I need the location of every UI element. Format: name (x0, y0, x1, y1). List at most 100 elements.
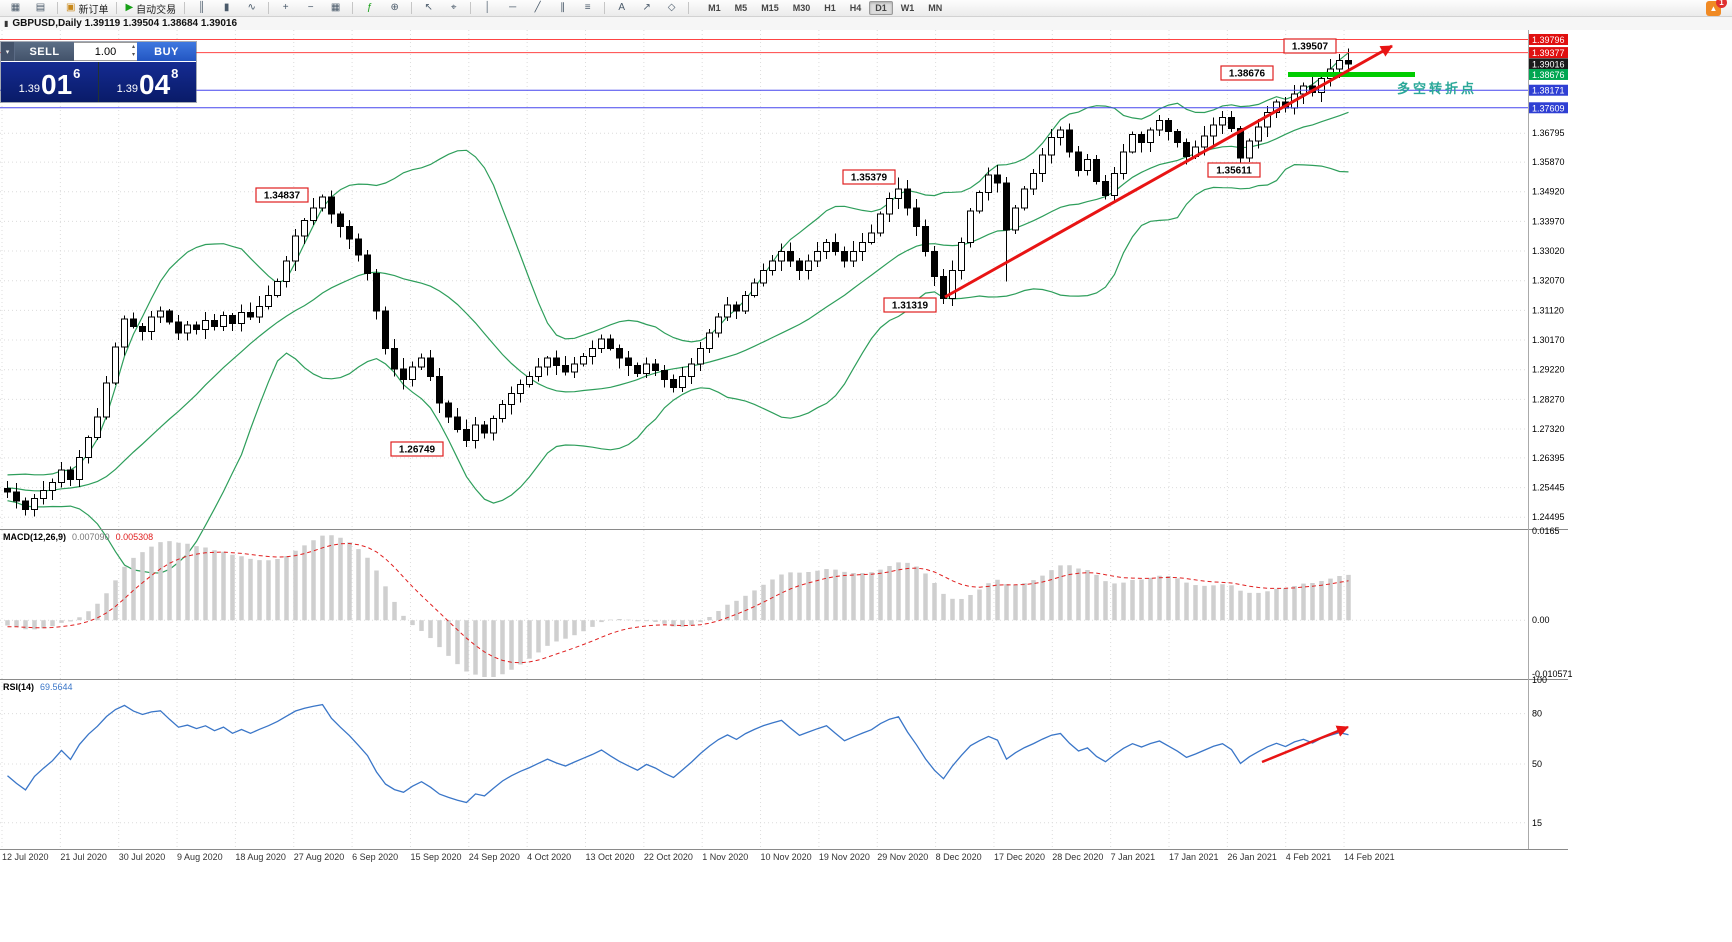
volume-value: 1.00 (94, 45, 117, 58)
autotrade-button-label: 自动交易 (136, 4, 177, 16)
buy-price-tile[interactable]: 1.39 04 8 (99, 62, 196, 102)
tile-windows-icon[interactable]: ▦ (323, 0, 348, 17)
svg-text:13 Oct 2020: 13 Oct 2020 (586, 852, 635, 862)
channel-icon[interactable]: ∥ (550, 0, 575, 17)
svg-text:4 Feb 2021: 4 Feb 2021 (1286, 852, 1332, 862)
horizontal-line-icon[interactable]: ─ (500, 0, 525, 17)
trade-panel-prices: 1.39 01 6 1.39 04 8 (1, 62, 196, 102)
notification-icon[interactable]: ▲ 1 (1706, 0, 1727, 16)
rsi-arrow[interactable] (1261, 725, 1349, 764)
trade-panel-collapse-button[interactable]: ▾ (1, 42, 15, 61)
rsi-panel: 100 80 50 15 RSI(14) 69.5644 (3, 675, 1547, 828)
arrows-icon[interactable]: ↗ (634, 0, 659, 17)
shapes-icon[interactable]: ◇ (659, 0, 684, 17)
indicators-icon-glyph: ƒ (366, 2, 373, 13)
svg-text:0.00: 0.00 (1532, 615, 1550, 625)
cursor-icon[interactable]: ↖ (416, 0, 441, 17)
svg-text:1.29220: 1.29220 (1532, 365, 1565, 375)
svg-text:12 Jul 2020: 12 Jul 2020 (2, 852, 49, 862)
macd-label: MACD(12,26,9) 0.007090 0.005308 (3, 532, 153, 542)
timeframe-mn[interactable]: MN (928, 3, 943, 13)
new-chart-icon[interactable]: ▦ (3, 0, 28, 17)
svg-text:1.39377: 1.39377 (1532, 48, 1565, 58)
fibonacci-icon[interactable]: ≡ (575, 0, 600, 17)
one-click-trading-panel: ▾ SELL 1.00 ▴ ▾ BUY 1.39 01 6 1.39 04 8 (0, 41, 197, 103)
timeframe-m30[interactable]: M30 (792, 3, 811, 13)
zoom-out-icon[interactable]: − (298, 0, 323, 17)
spin-up-icon[interactable]: ▴ (131, 44, 135, 50)
timeframe-w1[interactable]: W1 (900, 3, 915, 13)
svg-text:24 Sep 2020: 24 Sep 2020 (469, 852, 520, 862)
svg-text:1.37609: 1.37609 (1532, 103, 1565, 113)
svg-text:0.0165: 0.0165 (1532, 526, 1560, 536)
zoom-in-icon[interactable]: + (273, 0, 298, 17)
timeframe-m1[interactable]: M1 (708, 3, 721, 13)
svg-text:26 Jan 2021: 26 Jan 2021 (1227, 852, 1277, 862)
main-toolbar: ▦ ▤ ▣ 新订单 ▶ 自动交易 ║ ▮ ∿ + − ▦ ƒ ⊕ ↖ ⌖ │ ─ ╱ ∥ ≡ A ↗ ◇ M1 M5 M15 M30 H… (0, 0, 1732, 17)
profile-icon[interactable]: ▤ (28, 0, 53, 17)
svg-text:1.26749: 1.26749 (399, 445, 436, 456)
text-label-icon-glyph: A (618, 2, 625, 13)
volume-input[interactable]: 1.00 ▴ ▾ (74, 42, 137, 61)
svg-text:30 Jul 2020: 30 Jul 2020 (119, 852, 166, 862)
timeframe-group: M1 M5 M15 M30 H1 H4 D1 W1 MN (701, 1, 949, 15)
buy-button[interactable]: BUY (137, 42, 196, 61)
spin-down-icon[interactable]: ▾ (131, 52, 135, 58)
svg-text:28 Dec 2020: 28 Dec 2020 (1052, 852, 1103, 862)
cn-annotation: 多空转折点 (1397, 81, 1477, 96)
rsi-label: RSI(14) 69.5644 (3, 682, 73, 692)
bar-chart-icon[interactable]: ║ (189, 0, 214, 17)
buy-price-pips: 04 (139, 69, 171, 100)
svg-text:10 Nov 2020: 10 Nov 2020 (761, 852, 812, 862)
sell-price-tile[interactable]: 1.39 01 6 (1, 62, 98, 102)
sell-button[interactable]: SELL (15, 42, 74, 61)
svg-text:1.38171: 1.38171 (1532, 86, 1565, 96)
timeframe-d1[interactable]: D1 (869, 1, 893, 15)
panel-separators (0, 30, 1568, 850)
candlestick-chart-icon[interactable]: ▮ (214, 0, 239, 17)
zoom-in-icon-glyph: + (282, 2, 289, 13)
indicators-icon[interactable]: ƒ (357, 0, 382, 17)
trendline-icon-glyph: ╱ (534, 2, 541, 13)
timeframe-h4[interactable]: H4 (849, 3, 862, 13)
crosshair-icon[interactable]: ⌖ (441, 0, 466, 17)
svg-text:15: 15 (1532, 818, 1542, 828)
autotrade-button[interactable]: ▶ 自动交易 (121, 0, 180, 17)
chart-title-bar: ▮ GBPUSD,Daily 1.39119 1.39504 1.38684 1… (0, 17, 1732, 30)
chart-title: GBPUSD,Daily 1.39119 1.39504 1.38684 1.3… (12, 18, 238, 29)
crosshair-icon-glyph: ⌖ (450, 2, 457, 13)
svg-text:1.32070: 1.32070 (1532, 276, 1565, 286)
svg-text:1 Nov 2020: 1 Nov 2020 (702, 852, 748, 862)
vertical-line-icon-glyph: │ (484, 2, 491, 13)
macd-panel: 0.0165 0.00 -0.010571 MACD(12,26,9) 0.007090… (3, 526, 1573, 679)
vertical-line-icon[interactable]: │ (475, 0, 500, 17)
indicator-add-icon[interactable]: ⊕ (382, 0, 407, 17)
svg-text:1.25445: 1.25445 (1532, 483, 1565, 493)
notification-badge: 1 (1716, 0, 1727, 8)
svg-text:1.26395: 1.26395 (1532, 453, 1565, 463)
sell-price-figure: 1.39 (18, 83, 41, 95)
timeframe-m15[interactable]: M15 (761, 3, 779, 13)
trend-arrow[interactable] (944, 44, 1393, 299)
new-order-button[interactable]: ▣ 新订单 (62, 0, 112, 17)
svg-text:17 Dec 2020: 17 Dec 2020 (994, 852, 1045, 862)
candlestick-chart-icon-glyph: ▮ (223, 2, 230, 13)
level-lines (0, 38, 1528, 109)
text-label-icon[interactable]: A (609, 0, 634, 17)
fibonacci-icon-glyph: ≡ (584, 2, 591, 13)
tile-windows-icon-glyph: ▦ (330, 2, 341, 13)
toolbar-separator (470, 2, 472, 14)
trendline-icon[interactable]: ╱ (525, 0, 550, 17)
svg-text:18 Aug 2020: 18 Aug 2020 (235, 852, 286, 862)
svg-text:100: 100 (1532, 675, 1547, 685)
arrows-icon-glyph: ↗ (642, 2, 651, 13)
volume-spinner[interactable]: ▴ ▾ (132, 44, 135, 60)
shapes-icon-glyph: ◇ (667, 2, 676, 13)
svg-text:14 Feb 2021: 14 Feb 2021 (1344, 852, 1395, 862)
timeframe-m5[interactable]: M5 (734, 3, 748, 13)
svg-text:1.31120: 1.31120 (1532, 305, 1564, 315)
svg-text:1.38676: 1.38676 (1229, 69, 1266, 80)
line-chart-icon[interactable]: ∿ (239, 0, 264, 17)
timeframe-h1[interactable]: H1 (824, 3, 836, 13)
